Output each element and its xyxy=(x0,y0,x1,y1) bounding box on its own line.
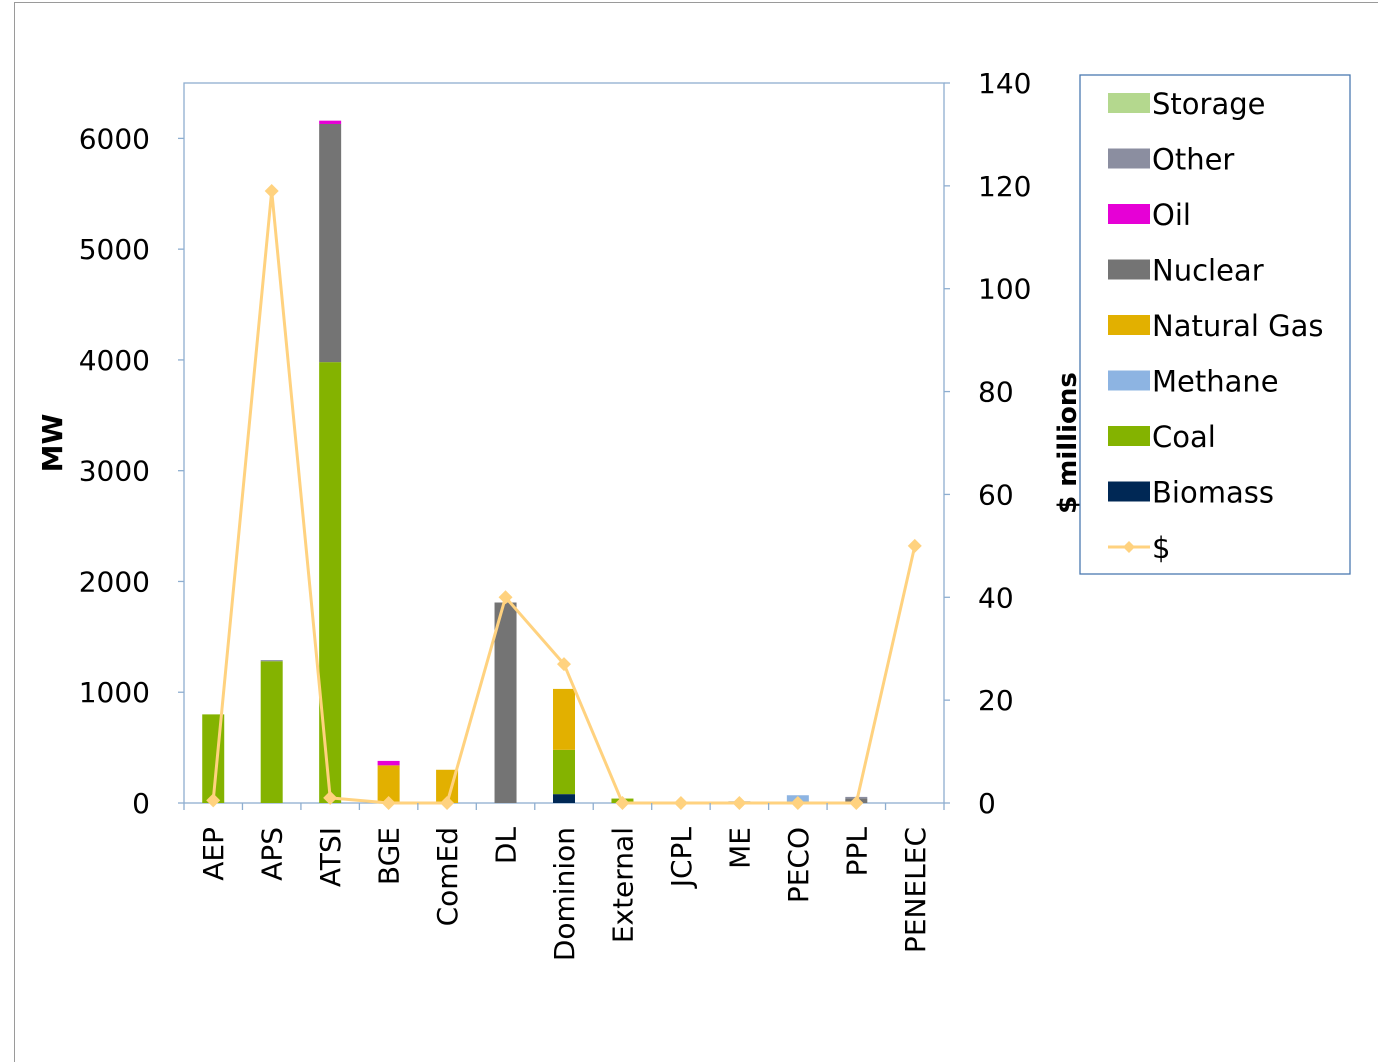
y2-tick-label: 80 xyxy=(978,376,1014,409)
x-tick-label-atsi: ATSI xyxy=(314,827,347,887)
line-point-external xyxy=(615,796,630,810)
y-tick-label: 2000 xyxy=(79,565,150,598)
y-tick-label: 5000 xyxy=(79,233,150,266)
line-layer xyxy=(206,184,922,810)
y2-axis-title: $ millions xyxy=(1053,372,1083,514)
bar-aps-coal xyxy=(260,661,283,803)
line-point-dl xyxy=(498,590,513,605)
y-tick-label: 3000 xyxy=(79,455,150,488)
bar-bge-oil xyxy=(377,760,400,766)
legend-marker-dollar xyxy=(1123,541,1135,553)
line-point-dominion xyxy=(557,657,571,672)
legend-label-oil: Oil xyxy=(1152,198,1191,232)
line-point-penelec xyxy=(907,538,922,553)
legend-swatch-methane xyxy=(1108,370,1150,391)
legend-label-other: Other xyxy=(1152,143,1234,177)
bar-bge-natural-gas xyxy=(377,765,400,803)
line-point-me xyxy=(732,796,747,810)
x-tick-label-comed: ComEd xyxy=(431,827,464,926)
legend-label-coal: Coal xyxy=(1152,420,1216,454)
x-tick-label-penelec: PENELEC xyxy=(899,827,932,953)
legend: Storage Other Oil Nuclear Natural Gas Methane… xyxy=(1079,74,1351,575)
bar-atsi-coal xyxy=(319,362,342,803)
bar-dl-nuclear xyxy=(494,602,517,803)
x-tick-label-bge: BGE xyxy=(373,827,406,885)
legend-swatch-nuclear xyxy=(1108,259,1150,280)
legend-swatch-natural-gas xyxy=(1108,315,1150,335)
line-point-bge xyxy=(381,796,396,810)
y2-tick-label: 40 xyxy=(978,581,1014,614)
chart-frame xyxy=(14,2,1378,1062)
line-point-ppl xyxy=(849,796,864,810)
y2-tick-label: 20 xyxy=(978,684,1014,717)
x-tick-label-aps: APS xyxy=(256,827,289,881)
bar-atsi-oil xyxy=(319,120,342,124)
legend-label-biomass: Biomass xyxy=(1152,476,1274,510)
y-axis-title: MW xyxy=(36,414,69,473)
bar-dominion-coal xyxy=(553,749,575,795)
axes: 0 1000 2000 3000 4000 5000 6000 0 20 40 60 80 100 120… xyxy=(36,67,1083,961)
line-point-peco xyxy=(790,796,805,810)
legend-label-natural-gas: Natural Gas xyxy=(1152,309,1324,343)
y2-tick-label: 100 xyxy=(978,273,1031,306)
legend-swatch-oil xyxy=(1108,204,1150,224)
x-tick-label-jcpl: JCPL xyxy=(665,827,698,890)
line-point-aep xyxy=(206,793,221,808)
x-tick-label-peco: PECO xyxy=(782,827,815,903)
x-tick-label-dl: DL xyxy=(490,827,523,865)
legend-swatch-biomass xyxy=(1108,481,1150,502)
bars xyxy=(202,120,868,803)
x-tick-label-me: ME xyxy=(723,827,756,869)
legend-swatch-other xyxy=(1108,148,1150,169)
bar-dominion-biomass xyxy=(553,794,575,803)
bar-aps-other xyxy=(260,660,283,662)
x-tick-label-dominion: Dominion xyxy=(548,827,581,961)
line-point-atsi xyxy=(323,790,338,805)
y2-tick-label: 60 xyxy=(978,478,1014,511)
line-point-jcpl xyxy=(673,796,688,810)
legend-swatch-coal xyxy=(1108,426,1150,446)
x-tick-label-ppl: PPL xyxy=(840,827,873,877)
y-tick-label: 4000 xyxy=(79,344,150,377)
legend-swatch-storage xyxy=(1108,93,1150,113)
legend-label-storage: Storage xyxy=(1152,87,1265,121)
y2-tick-label: 140 xyxy=(978,67,1031,100)
bar-dominion-natural-gas xyxy=(553,688,575,750)
line-point-comed xyxy=(440,796,455,810)
bar-comed-natural-gas xyxy=(436,769,459,803)
bar-atsi-nuclear xyxy=(319,123,342,363)
y-tick-label: 6000 xyxy=(79,122,150,155)
x-tick-label-external: External xyxy=(606,827,639,943)
legend-label-nuclear: Nuclear xyxy=(1152,254,1264,288)
y2-tick-label: 120 xyxy=(978,170,1031,203)
x-tick-label-aep: AEP xyxy=(197,827,230,881)
legend-label-methane: Methane xyxy=(1152,365,1279,399)
legend-label-dollar: $ xyxy=(1152,531,1170,565)
y-tick-label: 1000 xyxy=(79,676,150,709)
line-point-aps xyxy=(264,184,279,198)
y-tick-label: 0 xyxy=(132,787,150,820)
y2-tick-label: 0 xyxy=(978,787,996,820)
